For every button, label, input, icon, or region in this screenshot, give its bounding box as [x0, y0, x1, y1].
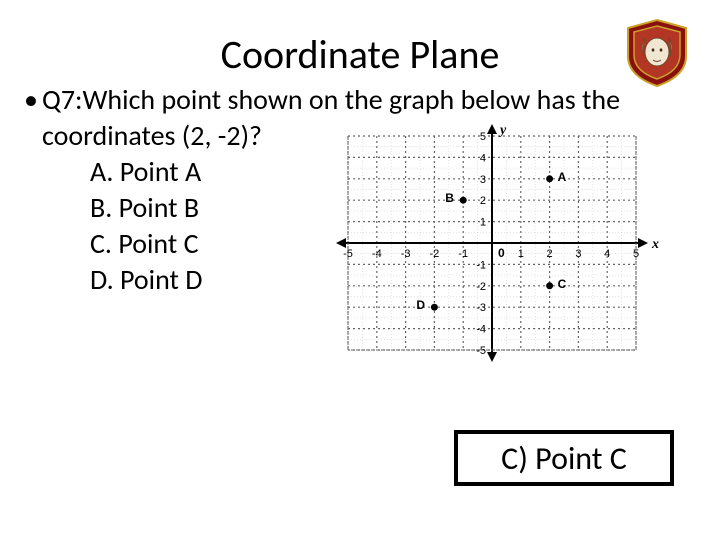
question-line-1: Q7:Which point shown on the graph below … [42, 82, 620, 118]
svg-text:-3: -3 [401, 248, 411, 260]
svg-text:-3: -3 [476, 302, 486, 314]
svg-text:-4: -4 [372, 248, 382, 260]
svg-text:B: B [445, 191, 454, 205]
svg-text:-1: -1 [476, 259, 486, 271]
svg-text:D: D [416, 298, 425, 312]
svg-text:2: 2 [547, 248, 553, 260]
svg-text:5: 5 [480, 131, 486, 143]
school-logo [622, 18, 692, 88]
svg-text:x: x [651, 237, 659, 252]
page-title: Coordinate Plane [0, 30, 720, 79]
svg-text:-1: -1 [458, 248, 468, 260]
svg-text:-2: -2 [430, 248, 440, 260]
coordinate-graph: -5-4-3-2-112345-5-4-3-2-1123450xyABCD [318, 118, 660, 368]
svg-text:3: 3 [480, 174, 486, 186]
svg-text:0: 0 [498, 246, 505, 260]
svg-text:-2: -2 [476, 281, 486, 293]
svg-text:1: 1 [518, 248, 524, 260]
svg-text:4: 4 [604, 248, 610, 260]
svg-text:A: A [558, 170, 567, 184]
svg-text:3: 3 [575, 248, 581, 260]
bullet-icon: • [20, 82, 42, 118]
answer-box: C) Point C [454, 430, 674, 486]
svg-text:2: 2 [480, 195, 486, 207]
svg-text:1: 1 [480, 217, 486, 229]
svg-text:4: 4 [480, 152, 486, 164]
svg-text:-4: -4 [476, 324, 486, 336]
svg-text:C: C [558, 277, 567, 291]
svg-text:-5: -5 [476, 345, 486, 357]
